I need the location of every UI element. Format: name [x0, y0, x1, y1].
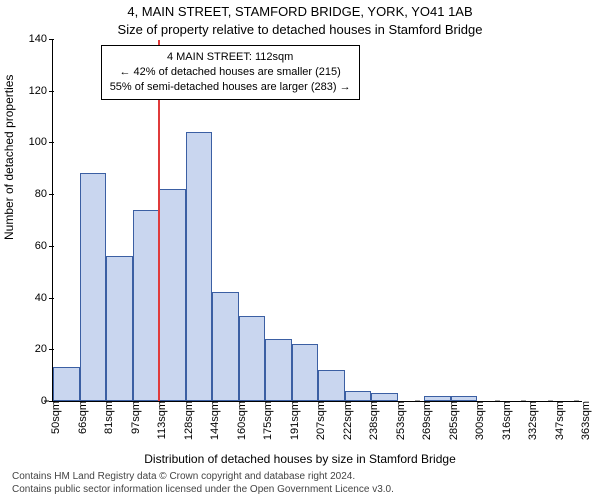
x-tick: 144sqm [203, 401, 221, 440]
annotation-line: ← 42% of detached houses are smaller (21… [110, 65, 351, 80]
annotation-line: 4 MAIN STREET: 112sqm [110, 50, 351, 65]
histogram-bar [212, 292, 239, 401]
histogram-bar [424, 396, 451, 401]
histogram-bar [239, 316, 266, 401]
plot-area: 02040608010012014050sqm66sqm81sqm97sqm11… [52, 40, 582, 402]
annotation-line: 55% of semi-detached houses are larger (… [110, 80, 351, 95]
annotation-box: 4 MAIN STREET: 112sqm← 42% of detached h… [101, 45, 360, 100]
y-tick: 80 [35, 188, 53, 200]
footer-attribution: Contains HM Land Registry data © Crown c… [12, 471, 394, 496]
y-axis-label: Number of detached properties [2, 75, 16, 240]
histogram-bar [159, 189, 186, 401]
histogram-bar [80, 173, 107, 401]
x-tick: 285sqm [442, 401, 460, 440]
x-tick: 363sqm [574, 401, 592, 440]
x-tick: 97sqm [124, 401, 142, 434]
x-tick: 207sqm [309, 401, 327, 440]
histogram-bar [292, 344, 319, 401]
y-tick: 20 [35, 343, 53, 355]
x-tick: 160sqm [230, 401, 248, 440]
histogram-bar [133, 210, 160, 401]
x-tick: 128sqm [177, 401, 195, 440]
x-tick: 81sqm [97, 401, 115, 434]
footer-line-1: Contains HM Land Registry data © Crown c… [12, 471, 394, 484]
x-tick: 300sqm [468, 401, 486, 440]
y-tick: 60 [35, 240, 53, 252]
histogram-bar [451, 396, 478, 401]
y-tick: 40 [35, 292, 53, 304]
x-tick: 332sqm [521, 401, 539, 440]
histogram-bar [106, 256, 133, 401]
histogram-bar [265, 339, 292, 401]
x-tick: 222sqm [336, 401, 354, 440]
y-tick: 100 [29, 136, 53, 148]
histogram-bar [186, 132, 213, 401]
y-tick: 140 [29, 33, 53, 45]
x-tick: 175sqm [256, 401, 274, 440]
histogram-bar [53, 367, 80, 401]
chart-title-sub: Size of property relative to detached ho… [0, 22, 600, 37]
x-axis-label: Distribution of detached houses by size … [0, 452, 600, 466]
chart-title-main: 4, MAIN STREET, STAMFORD BRIDGE, YORK, Y… [0, 4, 600, 19]
x-tick: 253sqm [389, 401, 407, 440]
chart-container: 4, MAIN STREET, STAMFORD BRIDGE, YORK, Y… [0, 0, 600, 500]
x-tick: 347sqm [548, 401, 566, 440]
y-tick: 120 [29, 85, 53, 97]
x-tick: 113sqm [150, 401, 168, 439]
x-tick: 50sqm [44, 401, 62, 434]
footer-line-2: Contains public sector information licen… [12, 484, 394, 497]
histogram-bar [318, 370, 345, 401]
histogram-bar [345, 391, 372, 401]
x-tick: 238sqm [362, 401, 380, 440]
x-tick: 191sqm [283, 401, 301, 440]
x-tick: 269sqm [415, 401, 433, 440]
histogram-bar [371, 393, 398, 401]
x-tick: 66sqm [71, 401, 89, 434]
x-tick: 316sqm [495, 401, 513, 440]
